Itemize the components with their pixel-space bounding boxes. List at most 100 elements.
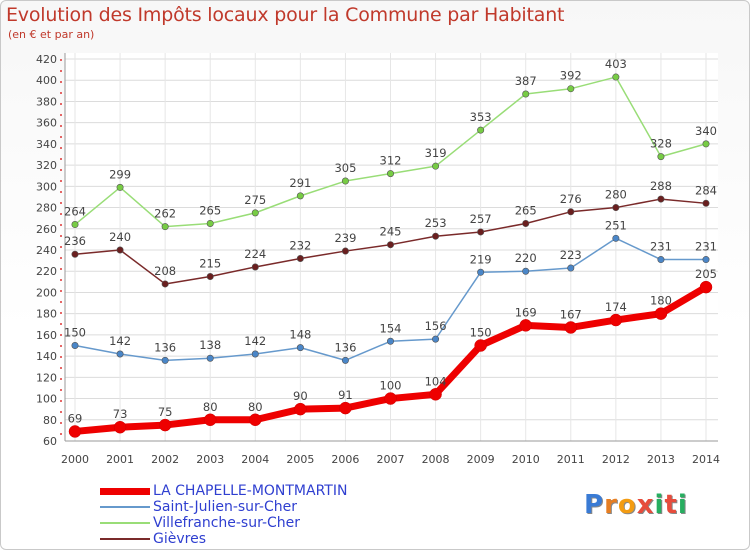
x-tick-label: 2013 — [647, 453, 675, 466]
data-point — [657, 153, 665, 161]
x-tick-label: 2012 — [602, 453, 630, 466]
data-label: 305 — [334, 161, 356, 175]
data-point — [203, 413, 217, 427]
data-point — [116, 350, 124, 358]
y-tick-label: 380 — [36, 95, 57, 108]
legend-swatch — [100, 522, 150, 524]
y-tick-label: 300 — [36, 180, 57, 193]
y-tick-label: 400 — [36, 74, 57, 87]
x-tick-label: 2000 — [61, 453, 89, 466]
logo-letter: t — [664, 490, 678, 520]
data-point — [251, 263, 259, 271]
data-point — [477, 126, 485, 134]
y-tick-label: 280 — [36, 202, 57, 215]
data-point — [71, 250, 79, 258]
data-label: 156 — [425, 319, 447, 333]
chart-subtitle: (en € et par an) — [8, 28, 95, 41]
data-point — [702, 256, 710, 264]
data-label: 215 — [199, 257, 221, 271]
data-point — [609, 313, 623, 327]
data-label: 169 — [515, 305, 537, 319]
x-tick-label: 2011 — [557, 453, 585, 466]
data-point — [567, 85, 575, 93]
data-label: 353 — [470, 110, 492, 124]
legend-label: Gièvres — [153, 531, 206, 547]
data-point — [702, 199, 710, 207]
data-point — [702, 140, 710, 148]
data-point — [341, 356, 349, 364]
data-label: 245 — [380, 225, 402, 239]
data-label: 136 — [334, 340, 356, 354]
data-label: 291 — [289, 176, 311, 190]
data-point — [522, 267, 530, 275]
data-label: 231 — [695, 240, 717, 254]
data-label: 80 — [203, 400, 218, 414]
data-label: 276 — [560, 192, 582, 206]
data-point — [657, 195, 665, 203]
x-tick-label: 2008 — [422, 453, 450, 466]
y-tick-label: 180 — [36, 308, 57, 321]
data-label: 275 — [244, 193, 266, 207]
data-label: 253 — [425, 216, 447, 230]
data-point — [654, 307, 668, 320]
legend-swatch — [100, 538, 150, 540]
y-tick-label: 260 — [36, 223, 57, 236]
data-label: 240 — [109, 230, 131, 244]
data-label: 75 — [158, 405, 173, 419]
data-label: 403 — [605, 57, 627, 71]
data-point — [296, 192, 304, 200]
data-label: 239 — [334, 231, 356, 245]
data-label: 91 — [338, 388, 353, 402]
x-tick-label: 2014 — [692, 453, 720, 466]
logo-letter: x — [636, 490, 655, 520]
data-point — [294, 402, 307, 416]
data-point — [296, 344, 304, 352]
legend-label: Villefranche-sur-Cher — [153, 515, 301, 531]
data-point — [386, 170, 394, 178]
data-label: 138 — [199, 338, 221, 352]
data-label: 328 — [650, 137, 672, 151]
data-label: 150 — [470, 326, 492, 340]
y-tick-label: 120 — [36, 371, 57, 384]
data-label: 69 — [68, 411, 83, 425]
chart-title: Evolution des Impôts locaux pour la Comm… — [6, 4, 565, 26]
legend-label: LA CHAPELLE-MONTMARTIN — [153, 483, 348, 499]
data-point — [432, 162, 440, 170]
data-point — [251, 350, 259, 358]
data-point — [158, 418, 172, 432]
y-tick-label: 80 — [43, 414, 57, 427]
data-point — [386, 337, 394, 345]
data-label: 284 — [695, 183, 717, 197]
data-label: 150 — [64, 326, 86, 340]
logo-letter: i — [677, 490, 688, 520]
x-tick-label: 2003 — [196, 453, 224, 466]
data-label: 257 — [470, 212, 492, 226]
data-label: 236 — [64, 234, 86, 248]
legend-swatch — [100, 506, 150, 508]
data-label: 104 — [425, 374, 447, 388]
data-point — [612, 204, 620, 212]
legend-label: Saint-Julien-sur-Cher — [153, 499, 297, 515]
data-label: 167 — [560, 307, 582, 321]
data-label: 312 — [380, 154, 402, 168]
data-point — [519, 319, 532, 332]
data-point — [161, 223, 169, 231]
data-label: 264 — [64, 205, 86, 219]
data-point — [206, 273, 214, 281]
data-label: 231 — [650, 240, 672, 254]
data-point — [161, 356, 169, 364]
data-label: 142 — [244, 334, 266, 348]
logo-letter: r — [604, 490, 618, 520]
x-tick-label: 2001 — [106, 453, 134, 466]
data-label: 224 — [244, 247, 266, 261]
data-point — [68, 425, 82, 438]
data-point — [657, 256, 665, 264]
x-tick-label: 2010 — [512, 453, 540, 466]
data-point — [432, 335, 440, 343]
data-point — [296, 254, 304, 262]
data-point — [71, 221, 79, 229]
data-point — [522, 90, 530, 98]
data-label: 265 — [515, 203, 537, 217]
data-point — [116, 183, 124, 191]
data-label: 100 — [380, 379, 402, 393]
